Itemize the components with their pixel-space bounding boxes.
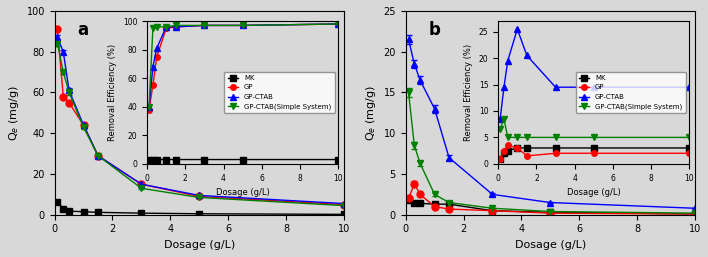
Y-axis label: Q$_e$ (mg/g): Q$_e$ (mg/g) (7, 85, 21, 141)
Text: b: b (429, 21, 440, 39)
Y-axis label: Q$_e$ (mg/g): Q$_e$ (mg/g) (364, 85, 378, 141)
X-axis label: Dosage (g/L): Dosage (g/L) (515, 240, 586, 250)
X-axis label: Dosage (g/L): Dosage (g/L) (164, 240, 235, 250)
Text: a: a (78, 21, 89, 39)
